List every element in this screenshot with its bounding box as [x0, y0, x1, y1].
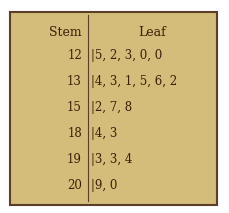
Text: 20: 20 [67, 179, 82, 192]
FancyBboxPatch shape [10, 12, 217, 205]
Text: |2, 7, 8: |2, 7, 8 [91, 101, 132, 114]
Text: |3, 3, 4: |3, 3, 4 [91, 153, 132, 166]
Text: |4, 3, 1, 5, 6, 2: |4, 3, 1, 5, 6, 2 [91, 75, 177, 88]
Text: Leaf: Leaf [138, 26, 166, 39]
Text: 13: 13 [67, 75, 82, 88]
Text: Stem: Stem [49, 26, 81, 39]
Text: |5, 2, 3, 0, 0: |5, 2, 3, 0, 0 [91, 49, 162, 62]
Text: 12: 12 [67, 49, 82, 62]
Text: |9, 0: |9, 0 [91, 179, 117, 192]
Text: 18: 18 [67, 127, 82, 140]
Text: 15: 15 [67, 101, 82, 114]
Text: |4, 3: |4, 3 [91, 127, 117, 140]
Text: 19: 19 [67, 153, 82, 166]
